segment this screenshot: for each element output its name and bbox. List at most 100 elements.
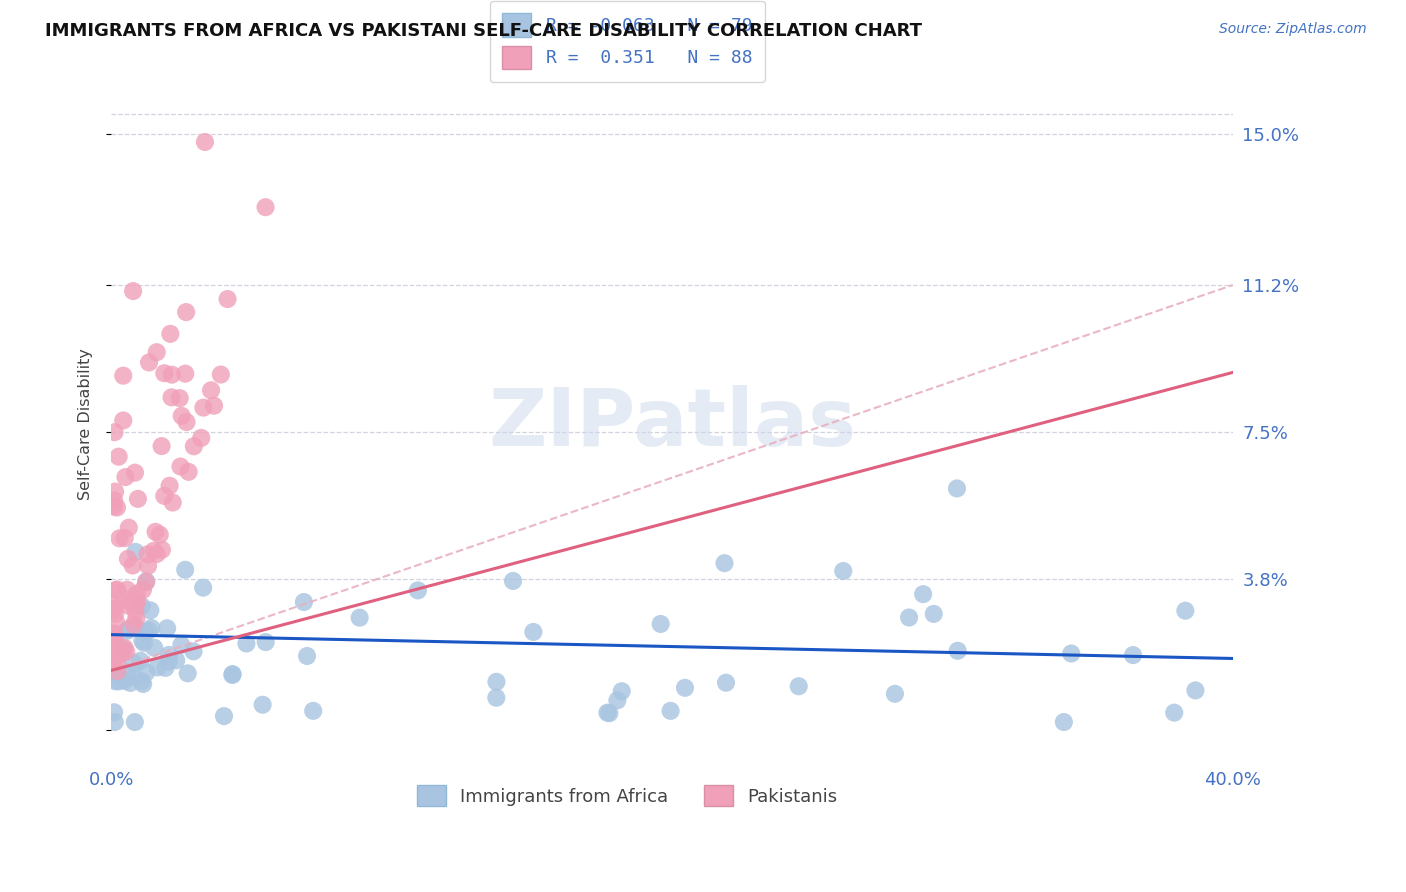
Point <box>112 592 135 607</box>
Point <box>159 479 181 493</box>
Point <box>103 626 125 640</box>
Point <box>714 675 737 690</box>
Point <box>183 439 205 453</box>
Point <box>105 615 128 630</box>
Point <box>117 599 139 613</box>
Point <box>117 551 139 566</box>
Point <box>110 647 132 661</box>
Point <box>177 465 200 479</box>
Point <box>131 674 153 689</box>
Point <box>235 636 257 650</box>
Point <box>485 690 508 705</box>
Point <box>159 326 181 341</box>
Point <box>141 621 163 635</box>
Point <box>125 587 148 601</box>
Point <box>149 527 172 541</box>
Point <box>125 597 148 611</box>
Point <box>146 660 169 674</box>
Point <box>254 635 277 649</box>
Point <box>122 617 145 632</box>
Point <box>136 548 159 562</box>
Point <box>104 640 127 655</box>
Point <box>157 648 180 662</box>
Point <box>1053 714 1076 729</box>
Point <box>110 641 132 656</box>
Point <box>174 563 197 577</box>
Point <box>502 574 524 588</box>
Point <box>103 627 125 641</box>
Point <box>157 655 180 669</box>
Point <box>522 624 544 639</box>
Point <box>105 648 128 663</box>
Point <box>292 595 315 609</box>
Point <box>108 532 131 546</box>
Point <box>136 558 159 573</box>
Point <box>598 706 620 720</box>
Point <box>112 672 135 686</box>
Point <box>610 684 633 698</box>
Point <box>104 674 127 689</box>
Point <box>142 543 165 558</box>
Point <box>898 610 921 624</box>
Point <box>922 607 945 621</box>
Point <box>349 610 371 624</box>
Point <box>103 637 125 651</box>
Point <box>114 673 136 688</box>
Point <box>104 714 127 729</box>
Point <box>122 284 145 298</box>
Point <box>114 531 136 545</box>
Point <box>156 621 179 635</box>
Point <box>124 466 146 480</box>
Point <box>124 714 146 729</box>
Point <box>111 641 134 656</box>
Point <box>112 368 135 383</box>
Point <box>606 693 628 707</box>
Point <box>127 594 149 608</box>
Point <box>1184 683 1206 698</box>
Point <box>1174 604 1197 618</box>
Point <box>124 604 146 618</box>
Point <box>132 636 155 650</box>
Point <box>103 643 125 657</box>
Text: ZIPatlas: ZIPatlas <box>488 385 856 463</box>
Point <box>150 439 173 453</box>
Point <box>162 495 184 509</box>
Point <box>115 645 138 659</box>
Point <box>145 524 167 539</box>
Point <box>212 709 235 723</box>
Point <box>134 625 156 640</box>
Point <box>673 681 696 695</box>
Point <box>143 640 166 655</box>
Point <box>138 624 160 638</box>
Point <box>135 574 157 589</box>
Point <box>117 622 139 636</box>
Point <box>138 355 160 369</box>
Point <box>135 665 157 680</box>
Point <box>174 305 197 319</box>
Point <box>200 384 222 398</box>
Point <box>145 345 167 359</box>
Point <box>103 602 125 616</box>
Point <box>107 450 129 464</box>
Point <box>120 676 142 690</box>
Point <box>155 661 177 675</box>
Point <box>183 644 205 658</box>
Point <box>103 493 125 508</box>
Point <box>302 704 325 718</box>
Point <box>122 599 145 613</box>
Point <box>650 616 672 631</box>
Point <box>165 653 187 667</box>
Point <box>115 624 138 638</box>
Point <box>946 644 969 658</box>
Y-axis label: Self-Care Disability: Self-Care Disability <box>79 348 93 500</box>
Point <box>209 368 232 382</box>
Point <box>103 601 125 615</box>
Point <box>252 698 274 712</box>
Point <box>114 470 136 484</box>
Point <box>194 135 217 149</box>
Point <box>177 666 200 681</box>
Point <box>124 619 146 633</box>
Point <box>912 587 935 601</box>
Point <box>103 652 125 666</box>
Point <box>217 292 239 306</box>
